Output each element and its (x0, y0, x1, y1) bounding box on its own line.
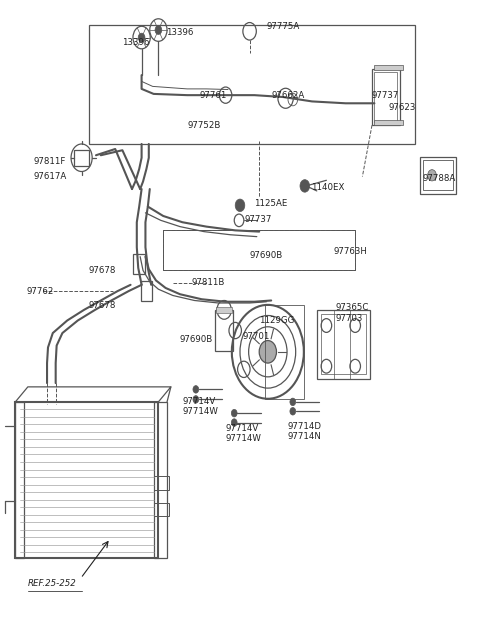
Bar (133, 254, 145, 274)
Text: 97703: 97703 (336, 314, 363, 322)
Bar (215, 310, 233, 351)
Bar (423, 160, 453, 190)
Bar (154, 476, 169, 490)
Text: 97811B: 97811B (192, 279, 226, 287)
Circle shape (259, 341, 276, 363)
Text: 1125AE: 1125AE (254, 199, 288, 208)
Circle shape (290, 398, 296, 406)
Text: REF.25-252: REF.25-252 (28, 579, 77, 588)
Circle shape (428, 170, 436, 181)
Circle shape (231, 419, 237, 426)
Circle shape (193, 386, 199, 393)
Text: 97714D: 97714D (287, 423, 321, 431)
Text: 1140EX: 1140EX (311, 183, 345, 192)
Text: 97752B: 97752B (187, 121, 221, 130)
Text: 97662A: 97662A (271, 91, 304, 100)
Text: 97775A: 97775A (266, 22, 300, 31)
Bar (321, 314, 366, 374)
Bar (141, 281, 152, 301)
Text: 97714V: 97714V (182, 398, 216, 406)
Text: 97737: 97737 (372, 91, 399, 100)
Text: 97714N: 97714N (287, 433, 321, 441)
Bar (265, 305, 304, 399)
Text: 97678: 97678 (89, 266, 116, 275)
Text: 97788A: 97788A (422, 174, 456, 183)
Text: 97762: 97762 (26, 287, 54, 295)
Text: 1129GG: 1129GG (259, 316, 295, 325)
Circle shape (138, 33, 145, 42)
Circle shape (155, 26, 162, 34)
Text: 13396: 13396 (122, 38, 150, 47)
Bar (317, 310, 370, 379)
Circle shape (290, 408, 296, 415)
Bar (154, 402, 167, 558)
Text: 13396: 13396 (166, 28, 193, 37)
Bar (15, 402, 158, 558)
Text: 97678: 97678 (89, 301, 116, 310)
Circle shape (300, 180, 310, 192)
Bar (163, 230, 355, 270)
Text: 97761: 97761 (199, 91, 227, 100)
Bar (154, 503, 169, 516)
Text: 97690B: 97690B (180, 335, 213, 344)
Text: 97714W: 97714W (182, 408, 218, 416)
Text: 97365C: 97365C (336, 304, 370, 312)
Circle shape (231, 409, 237, 417)
Text: 97811F: 97811F (34, 157, 66, 166)
Bar (420, 156, 456, 194)
Bar (374, 65, 403, 70)
Bar (89, 25, 415, 144)
Text: 97701: 97701 (242, 332, 270, 341)
Bar (216, 307, 232, 313)
Circle shape (235, 199, 245, 212)
Text: 97714V: 97714V (226, 424, 259, 433)
Text: 97763H: 97763H (334, 247, 368, 256)
Text: 97617A: 97617A (34, 172, 67, 181)
Bar (374, 120, 403, 125)
Bar (74, 150, 89, 166)
Bar (374, 72, 397, 122)
Text: 97737: 97737 (245, 215, 272, 223)
Text: 97714W: 97714W (226, 434, 262, 443)
Text: 97690B: 97690B (250, 251, 283, 260)
Circle shape (193, 396, 199, 403)
Bar (15, 402, 24, 558)
Text: 97623: 97623 (389, 103, 416, 112)
Bar (372, 69, 400, 125)
Bar (163, 230, 355, 270)
